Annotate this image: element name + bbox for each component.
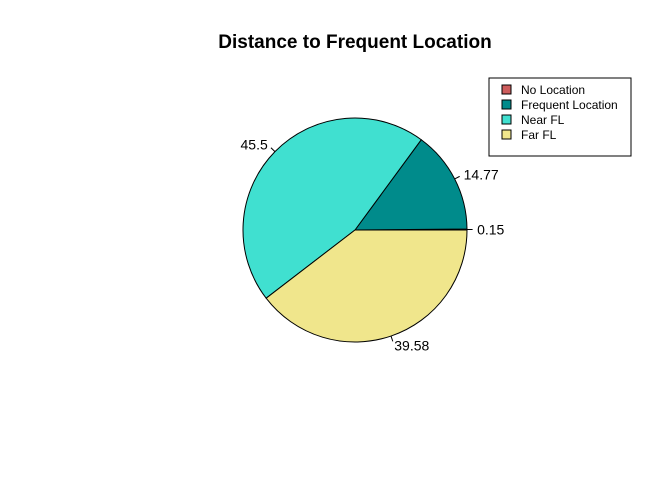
pie-slices bbox=[242, 117, 468, 343]
slice-label: 39.58 bbox=[394, 338, 429, 354]
slice-label: 45.5 bbox=[241, 137, 268, 153]
slice-labels: 0.15 14.77 45.5 39.58 bbox=[241, 137, 505, 354]
legend-swatch bbox=[501, 84, 512, 95]
legend-swatch bbox=[501, 99, 512, 110]
pie-slice-near-fl bbox=[242, 117, 422, 299]
legend-label: Far FL bbox=[521, 128, 557, 142]
slice-label: 0.15 bbox=[477, 221, 504, 237]
legend-swatch bbox=[501, 129, 512, 140]
slice-label-tick bbox=[454, 175, 460, 180]
legend-swatch bbox=[501, 114, 512, 125]
slice-label: 14.77 bbox=[464, 166, 499, 182]
legend-label: No Location bbox=[521, 83, 585, 97]
chart-title: Distance to Frequent Location bbox=[218, 32, 491, 53]
slice-label-tick bbox=[270, 147, 276, 153]
legend-label: Near FL bbox=[521, 113, 565, 127]
slice-label-tick bbox=[390, 335, 394, 342]
legend-label: Frequent Location bbox=[521, 98, 618, 112]
pie-slice-far-fl bbox=[265, 229, 468, 343]
legend-box bbox=[488, 77, 632, 157]
